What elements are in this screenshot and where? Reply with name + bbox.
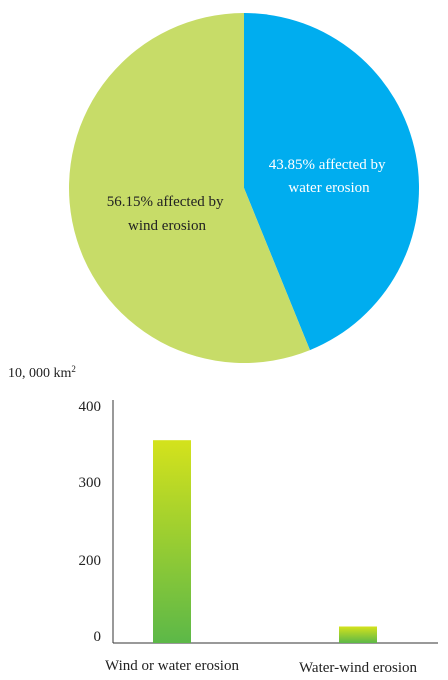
- pie-label-wind-line2: wind erosion: [128, 218, 206, 234]
- pie-label-water-erosion: 43.85% affected by water erosion: [269, 157, 390, 196]
- y-axis-unit-superscript: 2: [71, 364, 76, 374]
- x-tick-label: Water-wind erosion: [299, 660, 418, 676]
- bar-water-wind-erosion: [339, 626, 377, 643]
- x-tick-label: Wind or water erosion: [105, 658, 239, 674]
- pie-slice-wind-erosion: [69, 13, 310, 363]
- y-axis-ticks: 0 200 300 400: [79, 399, 102, 645]
- y-tick-label: 400: [79, 399, 102, 415]
- pie-label-wind-line1: 56.15% affected by: [107, 194, 224, 210]
- y-tick-label: 200: [79, 553, 102, 569]
- pie-label-water-line1: 43.85% affected by: [269, 157, 386, 173]
- pie-chart: 43.85% affected by water erosion 56.15% …: [69, 13, 420, 363]
- pie-label-wind-erosion: 56.15% affected by wind erosion: [107, 194, 228, 234]
- pie-label-water-line2: water erosion: [288, 180, 370, 196]
- bars: [153, 440, 377, 643]
- pie-slice-water-erosion: [244, 13, 420, 351]
- bar-wind-or-water-erosion: [153, 440, 191, 643]
- y-axis-unit-label: 10, 000 km2: [8, 364, 76, 381]
- y-axis-unit-text: 10, 000 km: [8, 366, 72, 381]
- y-tick-label: 300: [79, 475, 102, 491]
- x-axis-labels: Wind or water erosion Water-wind erosion: [105, 658, 417, 676]
- y-tick-label: 0: [94, 629, 102, 645]
- bar-chart: 10, 000 km2 0 200 300 400 Wind or water ero…: [8, 364, 438, 676]
